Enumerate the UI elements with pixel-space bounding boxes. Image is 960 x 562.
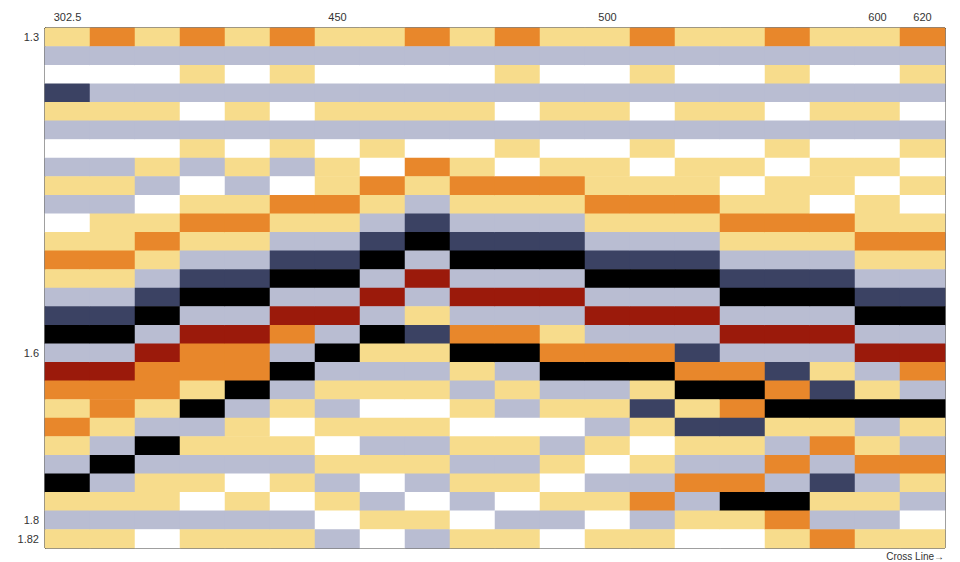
svg-text:620: 620 <box>913 11 931 23</box>
svg-text:450: 450 <box>328 11 346 23</box>
svg-text:1.3: 1.3 <box>24 31 39 43</box>
svg-text:600: 600 <box>868 11 886 23</box>
svg-text:1.8: 1.8 <box>24 514 39 526</box>
svg-text:Cross Line→: Cross Line→ <box>886 551 944 562</box>
svg-text:1.6: 1.6 <box>24 347 39 359</box>
svg-text:302.5: 302.5 <box>54 11 82 23</box>
svg-text:500: 500 <box>598 11 616 23</box>
svg-text:1.82: 1.82 <box>18 533 39 545</box>
